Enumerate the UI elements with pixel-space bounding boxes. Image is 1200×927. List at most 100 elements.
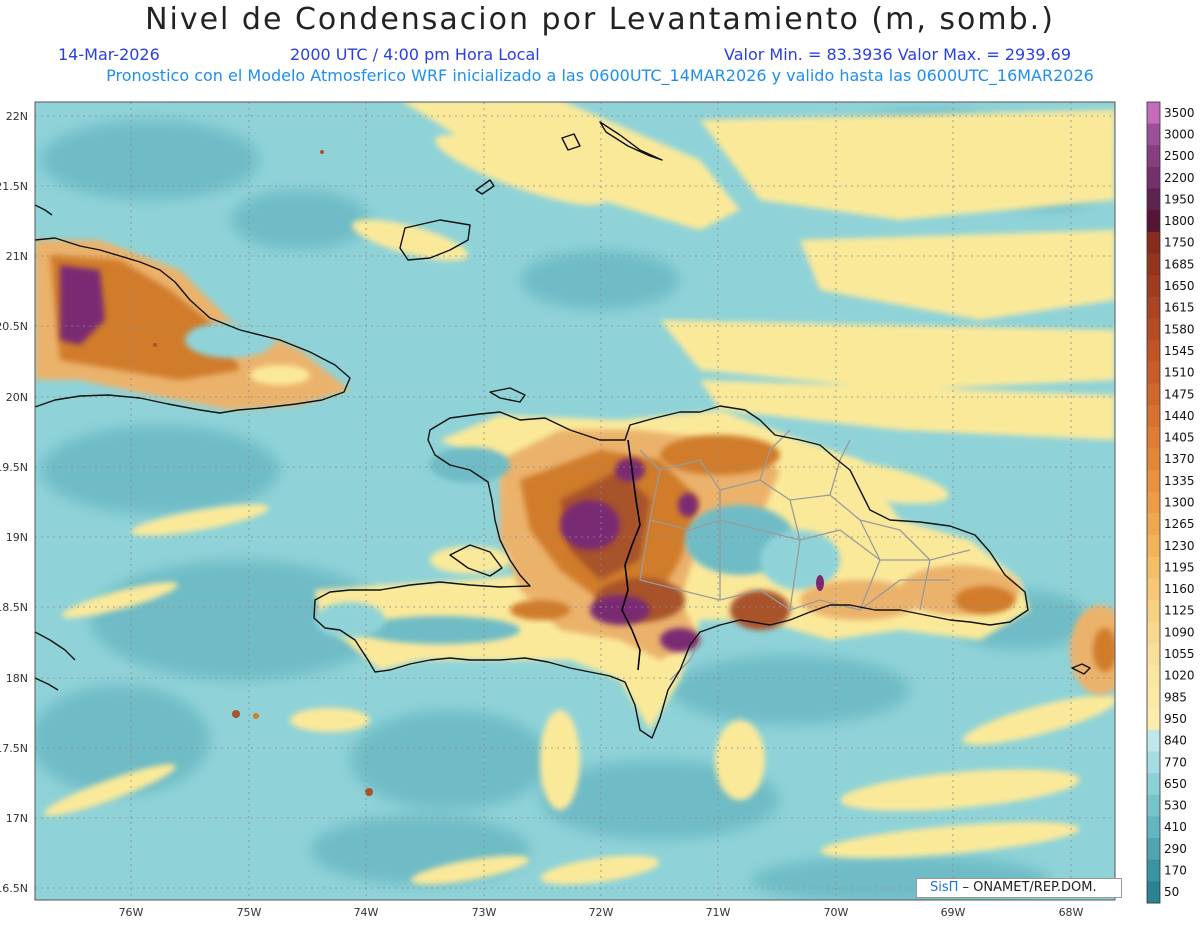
mayaguana-island <box>475 179 495 195</box>
colorbar-label: 1750 <box>1164 236 1195 250</box>
colorbar-swatch <box>1147 491 1160 514</box>
lat-label-22n: 22N <box>6 110 28 123</box>
colorbar-label: 950 <box>1164 712 1187 726</box>
jamaica-coast <box>35 631 76 661</box>
colorbar-swatch <box>1147 188 1160 211</box>
turks-island-1 <box>561 133 581 151</box>
caicos-island <box>599 121 663 161</box>
jamaica-south-coast <box>35 677 59 691</box>
colorbar-swatch <box>1147 361 1160 384</box>
lat-label-18n: 18N <box>6 672 28 685</box>
colorbar-label: 290 <box>1164 842 1187 856</box>
colorbar-swatch <box>1147 708 1160 731</box>
colorbar-label: 1090 <box>1164 625 1195 639</box>
tortuga-island <box>489 387 526 403</box>
colorbar-swatch <box>1147 426 1160 449</box>
colorbar-swatch <box>1147 816 1160 839</box>
forecast-description: Pronostico con el Modelo Atmosferico WRF… <box>106 66 1094 85</box>
colorbar-swatch <box>1147 513 1160 536</box>
colorbar-swatch <box>1147 253 1160 276</box>
colorbar-label: 1685 <box>1164 257 1195 271</box>
colorbar-label: 1650 <box>1164 279 1195 293</box>
credit-text: – ONAMET/REP.DOM. <box>958 880 1097 895</box>
lon-label-69w: 69W <box>941 906 966 919</box>
colorbar-swatch <box>1147 664 1160 687</box>
colorbar-swatch <box>1147 340 1160 363</box>
colorbar-swatch <box>1147 318 1160 341</box>
colorbar-label: 1230 <box>1164 539 1195 553</box>
colorbar-swatch <box>1147 231 1160 254</box>
lat-label-21n: 21N <box>6 250 28 263</box>
colorbar-swatch <box>1147 686 1160 709</box>
colorbar-label: 840 <box>1164 734 1187 748</box>
lon-label-68w: 68W <box>1059 906 1084 919</box>
colorbar-swatch <box>1147 643 1160 666</box>
value-min-max: Valor Min. = 83.3936 Valor Max. = 2939.6… <box>724 45 1072 64</box>
colorbar-label: 1545 <box>1164 344 1195 358</box>
colorbar-swatch <box>1147 534 1160 558</box>
colorbar-label: 770 <box>1164 755 1187 769</box>
colorbar-label: 2200 <box>1164 171 1195 185</box>
colorbar-label: 1405 <box>1164 431 1195 445</box>
gonave-island <box>449 544 503 577</box>
longitude-axis: 76W 75W 74W 73W 72W 71W 70W 69W 68W <box>119 906 1084 919</box>
colorbar-swatch <box>1147 448 1160 471</box>
colorbar-label: 2500 <box>1164 149 1195 163</box>
colorbar-swatch <box>1147 166 1160 189</box>
colorbar-label: 410 <box>1164 820 1187 834</box>
colorbar-label: 1300 <box>1164 496 1195 510</box>
colorbar-label: 1580 <box>1164 322 1195 336</box>
sispi-logo: SisΠ <box>930 880 959 895</box>
colorbar-swatch <box>1147 773 1160 796</box>
haiti-dr-border <box>621 439 641 671</box>
lat-label-20n: 20N <box>6 391 28 404</box>
graticule <box>35 102 1115 900</box>
lat-label-21-5n: 21.5N <box>0 180 28 193</box>
lon-label-71w: 71W <box>706 906 731 919</box>
colorbar-label: 1510 <box>1164 366 1195 380</box>
colorbar-swatch <box>1147 838 1160 861</box>
colorbar-label: 50 <box>1164 885 1179 899</box>
map-frame <box>34 101 1116 901</box>
hispaniola-coast <box>313 405 1029 739</box>
colorbar-swatch <box>1147 296 1160 319</box>
colorbar-frame <box>1146 101 1161 904</box>
cuba-north-coast <box>35 204 53 216</box>
colorbar-swatch <box>1147 102 1160 125</box>
colorbar-swatch <box>1147 556 1160 579</box>
map-plot-area <box>35 102 1115 900</box>
colorbar-swatch <box>1147 794 1160 817</box>
lon-label-73w: 73W <box>472 906 497 919</box>
colorbar-label: 1615 <box>1164 301 1195 315</box>
colorbar-swatch <box>1147 599 1160 622</box>
colorbar-swatch <box>1147 621 1160 644</box>
cuba-shading <box>35 240 350 410</box>
lat-label-17n: 17N <box>6 812 28 825</box>
lat-label-19n: 19N <box>6 531 28 544</box>
colorbar-swatch <box>1147 578 1160 601</box>
colorbar-label: 170 <box>1164 864 1187 878</box>
inagua-island <box>399 219 471 261</box>
mona-island <box>1071 663 1091 675</box>
colorbar-swatch <box>1147 470 1160 493</box>
colorbar-swatch <box>1147 751 1160 774</box>
colorbar-label: 1335 <box>1164 474 1195 488</box>
lon-label-72w: 72W <box>589 906 614 919</box>
colorbar-label: 1195 <box>1164 560 1195 574</box>
credit-box: SisΠ – ONAMET/REP.DOM. <box>916 878 1122 898</box>
yellow-streaks <box>44 102 1115 885</box>
latitude-axis: 22N 21.5N 21N 20.5N 20N 19.5N 19N 18.5N … <box>0 110 28 895</box>
lat-label-18-5n: 18.5N <box>0 601 28 614</box>
lon-label-76w: 76W <box>119 906 144 919</box>
valid-time: 2000 UTC / 4:00 pm Hora Local <box>290 45 540 64</box>
colorbar-label: 985 <box>1164 690 1187 704</box>
lat-label-20-5n: 20.5N <box>0 320 28 333</box>
colorbar-label: 1370 <box>1164 452 1195 466</box>
colorbar-swatch <box>1147 881 1160 904</box>
colorbar-swatch <box>1147 123 1160 146</box>
lon-label-74w: 74W <box>354 906 379 919</box>
colorbar-swatch <box>1147 859 1160 882</box>
lon-label-70w: 70W <box>824 906 849 919</box>
lat-label-16-5n: 16.5N <box>0 882 28 895</box>
